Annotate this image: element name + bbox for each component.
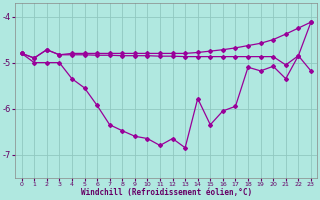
X-axis label: Windchill (Refroidissement éolien,°C): Windchill (Refroidissement éolien,°C) bbox=[81, 188, 252, 197]
